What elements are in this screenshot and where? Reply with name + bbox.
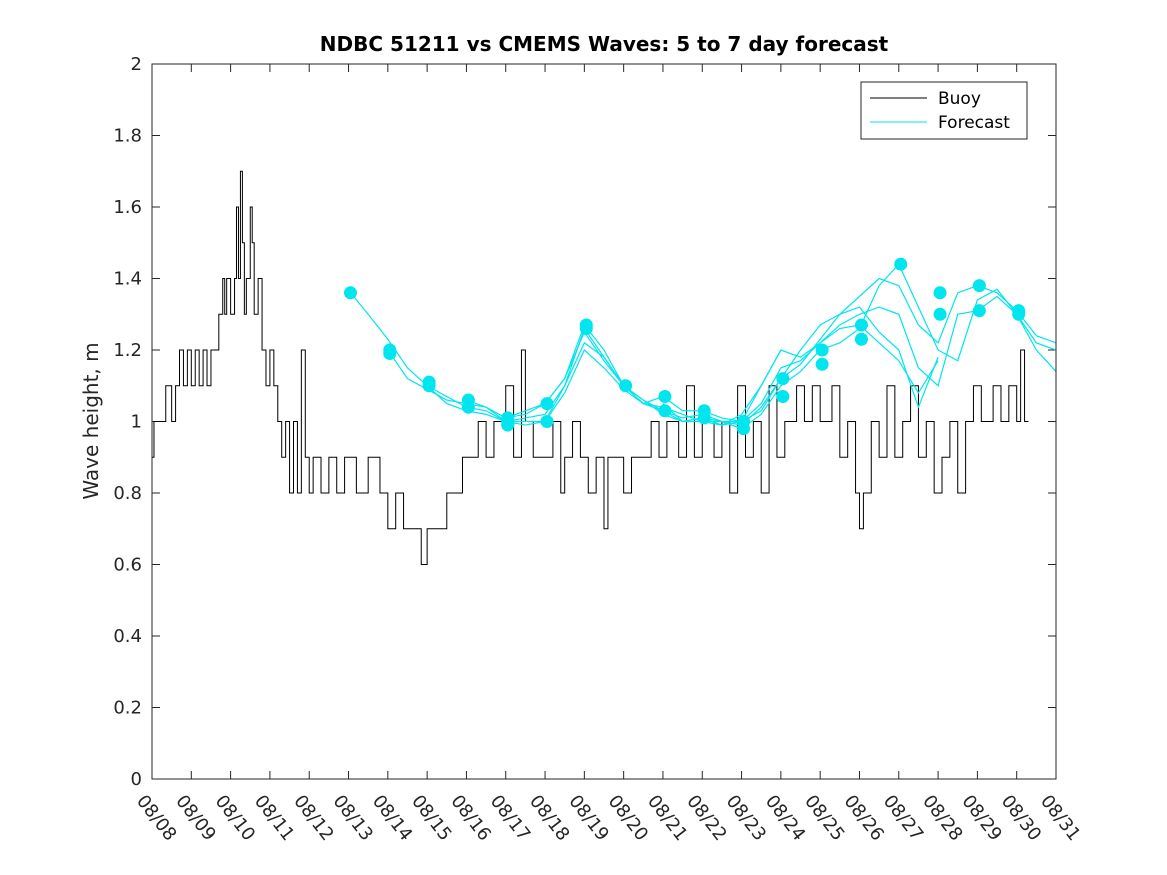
y-tick-label: 0.2 (113, 698, 142, 719)
y-tick-label: 1.6 (113, 197, 142, 218)
forecast-start-marker (383, 343, 397, 357)
y-tick-label: 0.8 (113, 483, 142, 504)
forecast-start-marker (972, 279, 986, 293)
forecast-start-marker (658, 404, 672, 418)
y-axis: 0 0.2 0.4 0.6 0.8 1 1.2 1.4 1.6 1.8 2 (113, 54, 1056, 790)
forecast-start-marker (933, 307, 947, 321)
legend-buoy-label: Buoy (938, 89, 981, 109)
forecast-start-marker (540, 415, 554, 428)
legend-forecast-label: Forecast (938, 113, 1010, 133)
y-tick-label: 1 (131, 412, 142, 433)
y-tick-label: 0 (131, 769, 142, 790)
y-tick-label: 1.4 (113, 269, 142, 290)
forecast-start-marker (776, 372, 790, 386)
legend-box (860, 81, 1028, 140)
forecast-series-line (505, 324, 939, 426)
y-axis-label: Wave height, m (79, 342, 103, 499)
forecast-start-marker (343, 286, 357, 300)
forecast-start-marker (737, 415, 751, 428)
forecast-start-marker (501, 411, 515, 425)
chart-title: NDBC 51211 vs CMEMS Waves: 5 to 7 day fo… (320, 32, 889, 56)
forecast-start-marker (658, 389, 672, 403)
legend: Buoy Forecast (860, 81, 1028, 140)
forecast-start-marker (540, 397, 554, 411)
forecast-start-marker (776, 389, 790, 403)
y-tick-label: 0.4 (113, 626, 142, 647)
y-tick-label: 1.8 (113, 126, 142, 147)
buoy-series-line (152, 170, 1029, 565)
y-tick-label: 2 (131, 54, 142, 75)
forecast-start-marker (579, 318, 593, 332)
forecast-start-marker (697, 404, 711, 418)
forecast-start-marker (815, 357, 829, 371)
series-layer (152, 170, 1056, 565)
forecast-start-marker (933, 286, 947, 300)
forecast-start-marker (461, 393, 475, 407)
forecast-start-marker (422, 375, 436, 389)
forecast-start-marker (854, 318, 868, 332)
forecast-start-marker (815, 343, 829, 357)
axes-box (151, 63, 1057, 780)
forecast-start-marker (972, 304, 986, 318)
y-tick-label: 1.2 (113, 340, 142, 361)
forecast-start-marker (619, 379, 633, 393)
y-tick-label: 0.6 (113, 555, 142, 576)
forecast-start-marker (854, 332, 868, 346)
forecast-start-marker (894, 257, 908, 271)
forecast-series-line (387, 277, 1056, 423)
forecast-start-marker (1012, 304, 1026, 318)
forecast-series-line (662, 349, 782, 423)
